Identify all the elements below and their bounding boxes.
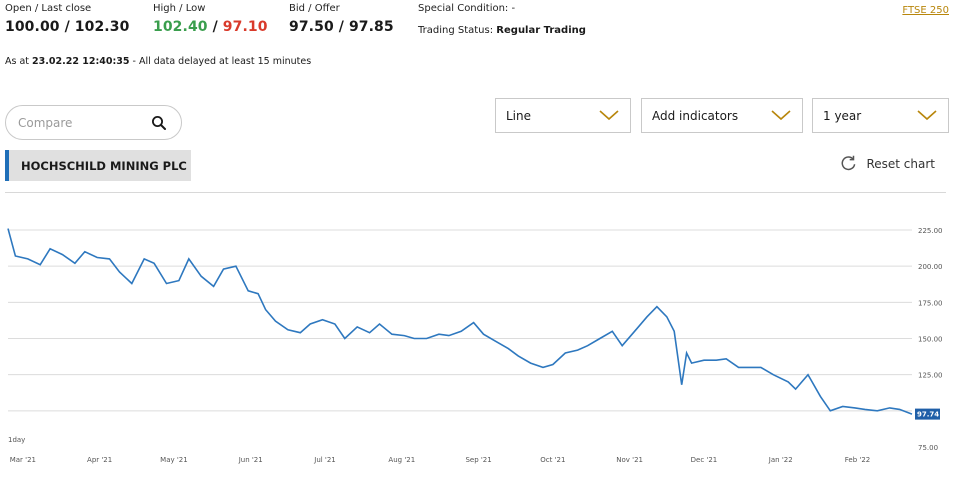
- compare-input[interactable]: [18, 115, 138, 130]
- y-tick-label: 225.00: [918, 227, 943, 235]
- trading-status-label: Trading Status:: [418, 25, 494, 36]
- high-value: 102.40: [153, 19, 208, 35]
- open-last-close-value: 100.00 / 102.30: [5, 19, 130, 35]
- reset-icon: [842, 155, 856, 171]
- divider: [5, 192, 946, 193]
- trading-status-value: Regular Trading: [496, 25, 586, 36]
- x-tick-label: Oct '21: [540, 456, 565, 464]
- price-line: [7, 228, 913, 415]
- x-tick-label: Jan '22: [768, 456, 793, 464]
- chart-type-dropdown[interactable]: Line: [495, 98, 631, 133]
- chevron-down-icon: [771, 110, 791, 121]
- reset-chart-label: Reset chart: [866, 156, 935, 171]
- high-low-block: High / Low 102.40 / 97.10: [150, 3, 268, 36]
- status-block: Special Condition: - Trading Status: Reg…: [418, 3, 586, 37]
- special-condition-value: -: [511, 3, 516, 14]
- as-at-line: As at 23.02.22 12:40:35 - All data delay…: [5, 56, 311, 67]
- compare-box[interactable]: [5, 105, 182, 140]
- open-last-close-label: Open / Last close: [5, 3, 92, 14]
- last-value-label: 97.74: [917, 411, 939, 419]
- y-tick-label: 175.00: [918, 299, 943, 307]
- last-value-badge: [915, 408, 940, 420]
- bid-offer-label: Bid / Offer: [289, 3, 340, 14]
- search-icon[interactable]: [151, 115, 167, 131]
- chevron-down-icon: [599, 110, 619, 121]
- bid-offer-block: Bid / Offer 97.50 / 97.85: [289, 3, 394, 36]
- indicators-value: Add indicators: [652, 108, 739, 123]
- trading-status: Trading Status: Regular Trading: [418, 25, 586, 37]
- as-at-prefix: As at: [5, 56, 33, 67]
- company-name-tag: HOCHSCHILD MINING PLC: [5, 150, 191, 181]
- x-tick-label: Mar '21: [10, 456, 36, 464]
- chevron-down-icon: [917, 110, 937, 121]
- as-at-suffix: - All data delayed at least 15 minutes: [129, 56, 312, 67]
- low-value: 97.10: [222, 19, 268, 35]
- high-low-value: 102.40 / 97.10: [150, 18, 268, 36]
- x-tick-label: Jun '21: [238, 456, 263, 464]
- x-tick-label: Aug '21: [388, 456, 415, 464]
- y-tick-label: 150.00: [918, 336, 943, 344]
- reset-chart-button[interactable]: Reset chart: [840, 155, 935, 172]
- x-tick-label: Jul '21: [313, 456, 336, 464]
- x-tick-label: Feb '22: [845, 456, 870, 464]
- x-tick-label: Dec '21: [691, 456, 718, 464]
- high-low-label: High / Low: [153, 3, 206, 14]
- x-tick-label: May '21: [160, 456, 188, 464]
- x-tick-label: Nov '21: [616, 456, 643, 464]
- high-low-separator: /: [207, 19, 223, 35]
- y-tick-label: 125.00: [918, 372, 943, 380]
- index-link[interactable]: FTSE 250: [902, 5, 949, 16]
- indicators-dropdown[interactable]: Add indicators: [641, 98, 803, 133]
- as-at-timestamp: 23.02.22 12:40:35: [32, 56, 130, 67]
- special-condition: Special Condition: -: [418, 3, 586, 15]
- range-label: 1day: [8, 436, 25, 444]
- y-tick-label: 200.00: [918, 263, 943, 271]
- x-tick-label: Sep '21: [465, 456, 491, 464]
- chart-type-value: Line: [506, 108, 532, 123]
- period-dropdown[interactable]: 1 year: [812, 98, 949, 133]
- x-tick-label: Apr '21: [87, 456, 112, 464]
- y-tick-label: 75.00: [918, 444, 938, 452]
- price-chart[interactable]: 75.00 125.00 150.00 175.00 200.00 225.00 Mar '…: [0, 200, 960, 477]
- open-last-close-block: Open / Last close 100.00 / 102.30: [5, 3, 129, 36]
- period-value: 1 year: [823, 108, 862, 123]
- bid-offer-value: 97.50 / 97.85: [289, 19, 394, 35]
- special-condition-label: Special Condition:: [418, 3, 509, 14]
